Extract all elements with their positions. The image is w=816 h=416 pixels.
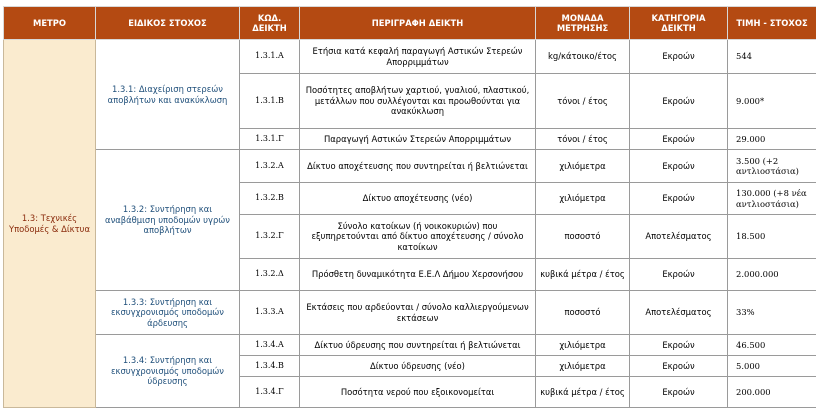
value-cell: 130.000 (+8 νέα αντλιοστάσια)	[727, 182, 816, 215]
unit-cell: χιλιόμετρα	[535, 334, 630, 356]
header-category: ΚΑΤΗΓΟΡΙΑ ΔΕΙΚΤΗ	[629, 6, 728, 40]
code-cell: 1.3.4.Α	[239, 334, 300, 356]
header-code: ΚΩΔ. ΔΕΙΚΤΗ	[239, 6, 300, 40]
value-cell: 18.500	[727, 214, 816, 259]
table-row: 1.3.4: Συντήρηση και εκσυγχρονισμός υποδ…	[4, 334, 816, 408]
code-cell: 1.3.3.Α	[239, 290, 300, 335]
code-cell: 1.3.2.Β	[239, 182, 300, 215]
target-cell: 1.3.3: Συντήρηση και εκσυγχρονισμός υποδ…	[95, 290, 240, 335]
description-cell: Δίκτυο ύδρευσης (νέο)	[299, 355, 536, 377]
value-cell: 3.500 (+2 αντλιοστάσια)	[727, 149, 816, 183]
unit-cell: ποσοστό	[535, 290, 630, 335]
description-cell: Ετήσια κατά κεφαλή παραγωγή Αστικών Στερ…	[299, 39, 536, 74]
category-cell: Εκροών	[629, 258, 728, 291]
description-cell: Δίκτυο ύδρευσης που συντηρείται ή βελτιώ…	[299, 334, 536, 356]
value-cell: 200.000	[727, 376, 816, 408]
target-cell: 1.3.1: Διαχείριση στερεών αποβλήτων και …	[95, 39, 240, 150]
table-row: 1.3: Τεχνικές Υποδομές & Δίκτυα 1.3.1: Δ…	[3, 39, 816, 408]
unit-cell: ποσοστό	[535, 214, 630, 259]
category-cell: Εκροών	[629, 182, 728, 215]
unit-cell: κυβικά μέτρα / έτος	[535, 258, 630, 291]
description-cell: Δίκτυο αποχέτευσης (νέο)	[299, 182, 536, 215]
value-cell: 33%	[727, 290, 816, 335]
description-cell: Ποσότητες αποβλήτων χαρτιού, γυαλιού, πλ…	[299, 73, 536, 129]
value-cell: 29.000	[727, 128, 816, 150]
description-cell: Παραγωγή Αστικών Στερεών Απορριμμάτων	[299, 128, 536, 150]
unit-cell: kg/κάτοικο/έτος	[535, 39, 630, 74]
category-cell: Εκροών	[629, 334, 728, 356]
code-cell: 1.3.4.Γ	[239, 376, 300, 408]
description-cell: Ποσότητα νερού που εξοικονομείται	[299, 376, 536, 408]
table-row: 1.3.4.Γ Ποσότητα νερού που εξοικονομείτα…	[4, 376, 816, 408]
code-cell: 1.3.2.Δ	[239, 258, 300, 291]
value-cell: 9.000*	[727, 73, 816, 129]
category-cell: Εκροών	[629, 376, 728, 408]
description-cell: Δίκτυο αποχέτευσης που συντηρείται ή βελ…	[299, 149, 536, 183]
code-cell: 1.3.1.Β	[239, 73, 300, 129]
category-cell: Εκροών	[629, 149, 728, 183]
table-row: 1.3.2: Συντήρηση και αναβάθμιση υποδομών…	[4, 149, 816, 291]
header-value: ΤΙΜΗ - ΣΤΟΧΟΣ	[727, 6, 816, 40]
code-cell: 1.3.2.Γ	[239, 214, 300, 259]
header-row: ΜΕΤΡΟ ΕΙΔΙΚΟΣ ΣΤΟΧΟΣ ΚΩΔ. ΔΕΙΚΤΗ ΠΕΡΙΓΡΑ…	[3, 6, 816, 40]
unit-cell: τόνοι / έτος	[535, 128, 630, 150]
header-unit: ΜΟΝΑΔΑ ΜΕΤΡΗΣΗΣ	[535, 6, 630, 40]
table-row: 1.3.1.Γ Παραγωγή Αστικών Στερεών Απορριμ…	[4, 128, 816, 150]
value-cell: 544	[727, 39, 816, 74]
category-cell: Εκροών	[629, 73, 728, 129]
table-row: 1.3.3: Συντήρηση και εκσυγχρονισμός υποδ…	[4, 290, 816, 335]
unit-cell: τόνοι / έτος	[535, 73, 630, 129]
code-cell: 1.3.4.Β	[239, 355, 300, 377]
unit-cell: κυβικά μέτρα / έτος	[535, 376, 630, 408]
value-cell: 46.500	[727, 334, 816, 356]
unit-cell: χιλιόμετρα	[535, 149, 630, 183]
indicators-table: ΜΕΤΡΟ ΕΙΔΙΚΟΣ ΣΤΟΧΟΣ ΚΩΔ. ΔΕΙΚΤΗ ΠΕΡΙΓΡΑ…	[3, 6, 816, 408]
header-target: ΕΙΔΙΚΟΣ ΣΤΟΧΟΣ	[95, 6, 240, 40]
table-row: 1.3.2.Γ Σύνολο κατοίκων (ή νοικοκυριών) …	[4, 214, 816, 259]
category-cell: Εκροών	[629, 355, 728, 377]
description-cell: Πρόσθετη δυναμικότητα Ε.Ε.Λ Δήμου Χερσον…	[299, 258, 536, 291]
category-cell: Εκροών	[629, 39, 728, 74]
unit-cell: χιλιόμετρα	[535, 355, 630, 377]
header-metro: ΜΕΤΡΟ	[3, 6, 96, 40]
target-cell: 1.3.4: Συντήρηση και εκσυγχρονισμός υποδ…	[95, 334, 240, 408]
category-cell: Αποτελέσματος	[629, 290, 728, 335]
table-row: 1.3.1.Β Ποσότητες αποβλήτων χαρτιού, γυα…	[4, 73, 816, 129]
category-cell: Εκροών	[629, 128, 728, 150]
description-cell: Εκτάσεις που αρδεύονται / σύνολο καλλιερ…	[299, 290, 536, 335]
code-cell: 1.3.1.Γ	[239, 128, 300, 150]
value-cell: 5.000	[727, 355, 816, 377]
metro-cell: 1.3: Τεχνικές Υποδομές & Δίκτυα	[3, 39, 96, 408]
code-cell: 1.3.2.Α	[239, 149, 300, 183]
value-cell: 2.000.000	[727, 258, 816, 291]
description-cell: Σύνολο κατοίκων (ή νοικοκυριών) που εξυπ…	[299, 214, 536, 259]
unit-cell: χιλιόμετρα	[535, 182, 630, 215]
category-cell: Αποτελέσματος	[629, 214, 728, 259]
code-cell: 1.3.1.Α	[239, 39, 300, 74]
target-cell: 1.3.2: Συντήρηση και αναβάθμιση υποδομών…	[95, 149, 240, 291]
header-description: ΠΕΡΙΓΡΑΦΗ ΔΕΙΚΤΗ	[299, 6, 536, 40]
